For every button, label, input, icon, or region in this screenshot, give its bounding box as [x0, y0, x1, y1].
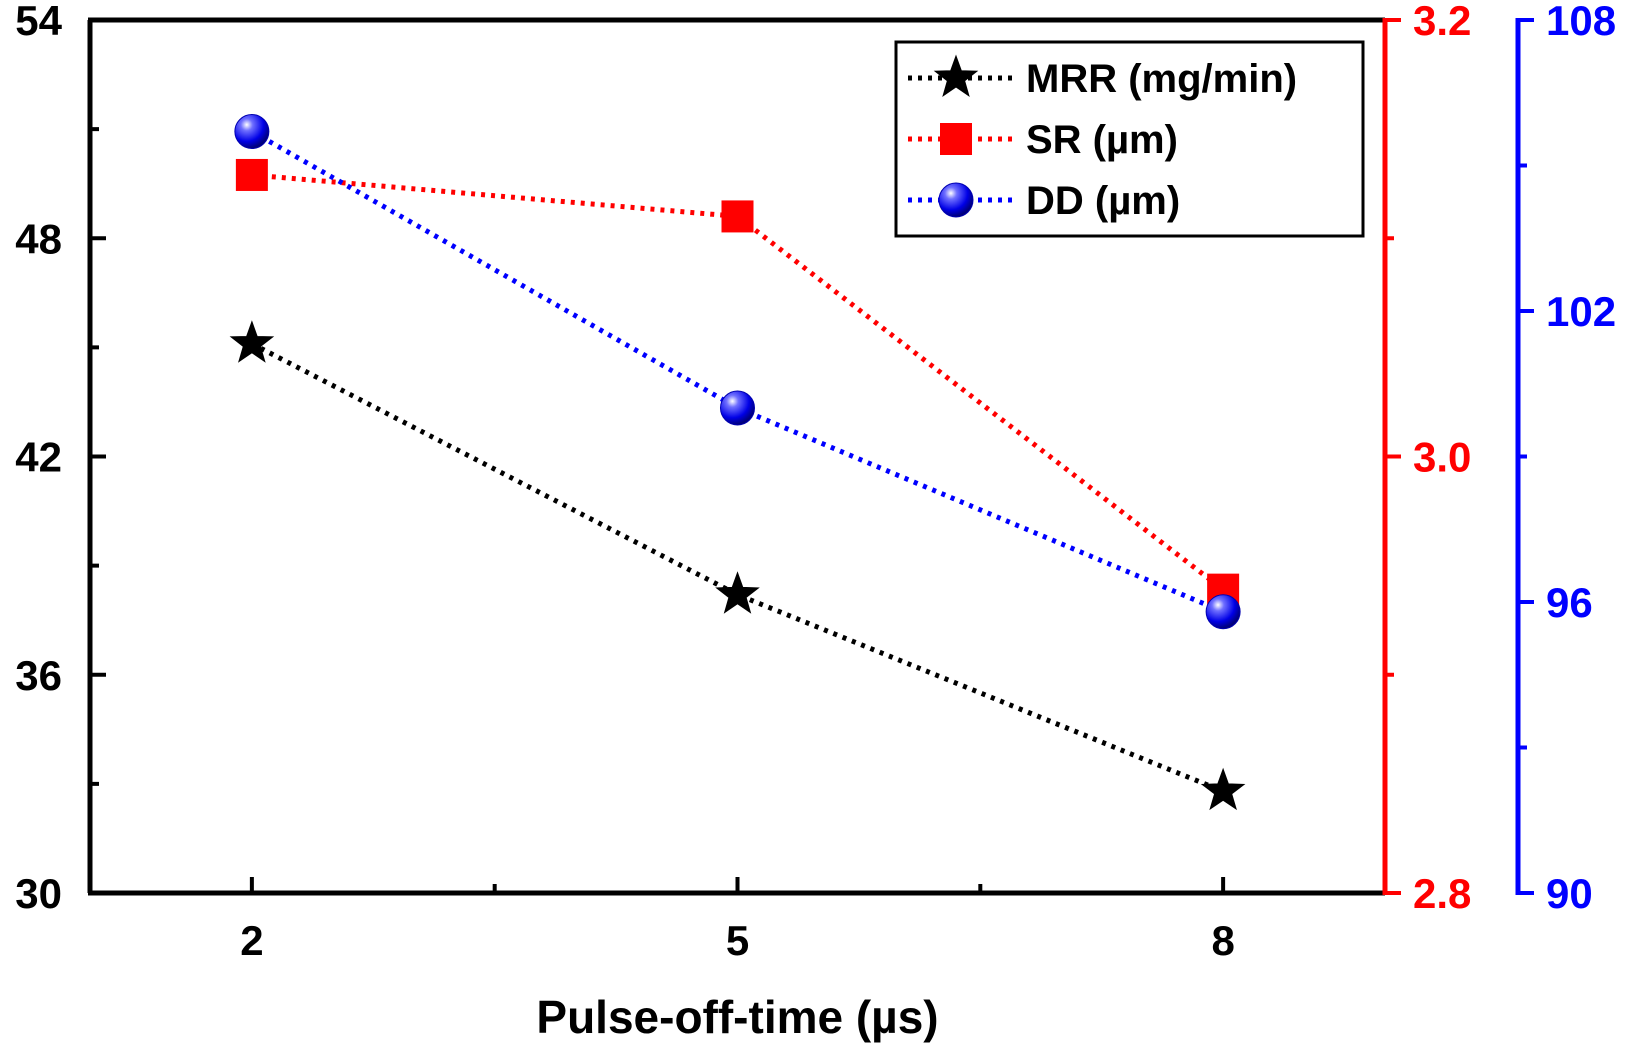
legend-marker-2 — [938, 182, 974, 218]
right1-tick-label-2: 3.2 — [1413, 0, 1471, 44]
x-axis-title: Pulse-off-time (µs) — [536, 991, 938, 1043]
right2-tick-label-3: 108 — [1546, 0, 1616, 44]
legend-box — [894, 40, 1365, 238]
series-lines — [250, 129, 1225, 794]
legend-label-1: SR (µm) — [1026, 118, 1178, 162]
left-tick-label-3: 48 — [15, 215, 62, 262]
axes — [87, 17, 1534, 896]
point-2-1 — [720, 390, 755, 426]
x-tick-label-1: 5 — [726, 917, 749, 964]
left-tick-label-4: 54 — [15, 0, 62, 44]
axis-labels: 30 36 42 48 54 2.8 3.0 3.2 90 96 102 108 2 5 8 Pulse-of… — [15, 0, 1616, 1043]
series-line-1 — [251, 172, 1225, 592]
point-1-0 — [235, 158, 268, 191]
data-marks — [229, 114, 1246, 811]
left-tick-label-1: 36 — [15, 652, 62, 699]
point-0-2 — [1200, 767, 1246, 811]
right2-tick-label-0: 90 — [1546, 870, 1593, 917]
right1-tick-label-0: 2.8 — [1413, 870, 1471, 917]
right2-tick-label-1: 96 — [1546, 579, 1593, 626]
legend-marker-1 — [940, 123, 972, 155]
point-1-1 — [721, 200, 754, 233]
left-tick-label-0: 30 — [15, 870, 62, 917]
legend: MRR (mg/min) SR (µm) DD (µm) — [894, 40, 1365, 238]
point-0-1 — [715, 571, 760, 614]
legend-marker-0 — [933, 54, 979, 97]
point-0-0 — [229, 320, 275, 363]
series-line-0 — [250, 341, 1225, 794]
right1-tick-label-1: 3.0 — [1413, 434, 1471, 481]
x-tick-label-0: 2 — [240, 917, 263, 964]
left-tick-label-2: 42 — [15, 434, 62, 481]
point-2-0 — [234, 114, 270, 150]
x-tick-label-2: 8 — [1211, 917, 1234, 964]
legend-label-2: DD (µm) — [1026, 179, 1180, 223]
legend-label-0: MRR (mg/min) — [1026, 57, 1297, 101]
right2-tick-label-2: 102 — [1546, 288, 1616, 335]
point-2-2 — [1205, 594, 1241, 630]
